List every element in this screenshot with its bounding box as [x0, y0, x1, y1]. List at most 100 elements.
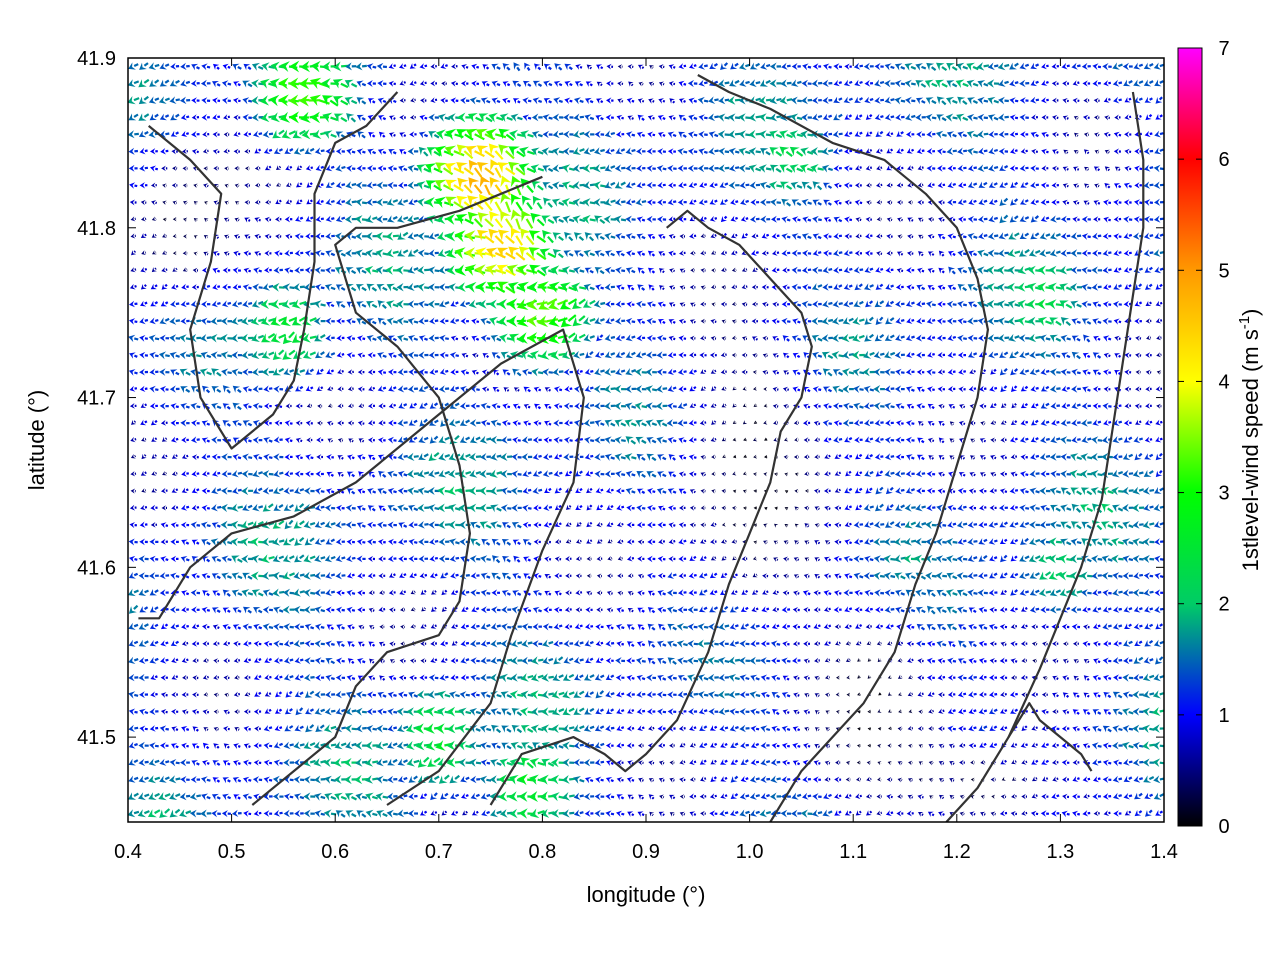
wind-arrow — [158, 792, 171, 801]
wind-arrow — [193, 183, 198, 188]
wind-arrow — [139, 351, 149, 359]
colorbar-tick-label: 6 — [1218, 149, 1229, 171]
wind-arrow — [159, 725, 169, 733]
wind-arrow — [138, 673, 149, 682]
wind-arrow — [243, 606, 252, 614]
wind-arrow — [241, 350, 254, 360]
wind-arrow — [191, 743, 200, 750]
wind-arrow — [150, 165, 159, 172]
wind-arrow — [130, 454, 136, 459]
wind-arrow — [149, 538, 159, 546]
wind-arrow — [172, 233, 177, 239]
wind-arrow — [221, 470, 232, 478]
wind-arrow — [241, 470, 253, 478]
wind-arrow — [182, 267, 188, 272]
x-tick-label: 1.3 — [1046, 841, 1074, 863]
wind-arrow — [211, 386, 222, 393]
wind-arrow — [244, 199, 250, 205]
wind-arrow — [160, 538, 168, 545]
wind-arrow — [230, 503, 244, 512]
wind-arrow — [180, 113, 190, 121]
wind-arrow — [181, 539, 190, 546]
wind-arrow — [159, 79, 170, 87]
wind-arrow — [170, 130, 180, 137]
wind-arrow — [139, 368, 149, 376]
wind-arrow — [191, 709, 200, 715]
wind-arrow — [243, 708, 251, 715]
wind-arrow — [130, 471, 137, 477]
wind-arrow — [222, 589, 231, 597]
wind-arrow — [159, 334, 170, 342]
wind-arrow — [242, 503, 253, 511]
wind-arrow — [231, 555, 243, 564]
wind-arrow — [170, 522, 179, 529]
wind-arrow — [170, 572, 180, 580]
wind-arrow — [211, 436, 222, 444]
wind-arrow — [140, 402, 148, 408]
wind-arrow — [204, 217, 209, 223]
colorbar-tick-label: 7 — [1218, 38, 1229, 60]
colorbar-tick-label: 5 — [1218, 260, 1229, 282]
wind-arrow — [211, 402, 222, 410]
wind-arrow — [158, 96, 170, 104]
wind-arrow — [169, 792, 181, 800]
wind-arrow — [161, 267, 168, 273]
wind-arrow — [159, 130, 170, 138]
wind-arrow — [201, 573, 211, 580]
wind-arrow — [212, 640, 220, 647]
wind-arrow — [128, 164, 138, 172]
wind-arrow — [149, 385, 159, 393]
wind-arrow — [202, 674, 209, 680]
wind-arrow — [169, 334, 181, 343]
wind-arrow — [159, 368, 170, 376]
wind-arrow — [169, 385, 180, 393]
wind-arrow — [181, 504, 190, 511]
colorbar — [1177, 47, 1203, 827]
wind-arrow — [231, 316, 243, 325]
wind-arrow — [160, 640, 169, 647]
wind-arrow — [241, 554, 254, 564]
wind-arrow — [149, 640, 159, 647]
wind-arrow — [183, 234, 187, 239]
wind-arrow — [180, 419, 190, 427]
wind-arrow — [149, 351, 159, 359]
wind-arrow — [170, 623, 180, 630]
wind-arrow — [138, 113, 150, 121]
wind-arrow — [128, 741, 138, 749]
wind-arrow — [128, 113, 139, 121]
wind-arrow — [212, 251, 220, 257]
wind-arrow — [191, 436, 200, 444]
wind-arrow — [170, 113, 180, 121]
wind-arrow — [128, 96, 140, 105]
wind-arrow — [191, 504, 200, 511]
wind-arrow — [200, 79, 211, 87]
wind-arrow — [192, 675, 199, 681]
wind-arrow — [171, 471, 178, 477]
wind-arrow — [183, 217, 188, 222]
wind-arrow — [222, 63, 231, 70]
wind-arrow — [203, 166, 208, 171]
wind-arrow — [140, 266, 148, 273]
colorbar-tick-label: 2 — [1218, 594, 1229, 616]
wind-arrow — [232, 454, 242, 461]
wind-arrow — [128, 622, 139, 630]
wind-arrow — [170, 300, 180, 308]
wind-arrow — [160, 522, 169, 529]
wind-arrow — [231, 589, 243, 597]
wind-arrow — [128, 147, 138, 155]
wind-arrow — [148, 334, 160, 343]
wind-arrow — [140, 470, 147, 476]
wind-arrow — [232, 283, 242, 291]
wind-arrow — [189, 333, 202, 343]
wind-arrow — [129, 504, 137, 511]
wind-arrow — [211, 810, 221, 818]
wind-arrow — [181, 623, 189, 630]
wind-arrow — [139, 385, 148, 392]
wind-arrow — [140, 300, 148, 307]
wind-arrow — [151, 182, 157, 188]
colorbar-tick-label: 3 — [1218, 483, 1229, 505]
wind-arrow — [191, 640, 200, 647]
wind-arrow — [212, 148, 220, 155]
wind-arrow — [233, 81, 241, 87]
wind-arrow — [220, 351, 233, 360]
